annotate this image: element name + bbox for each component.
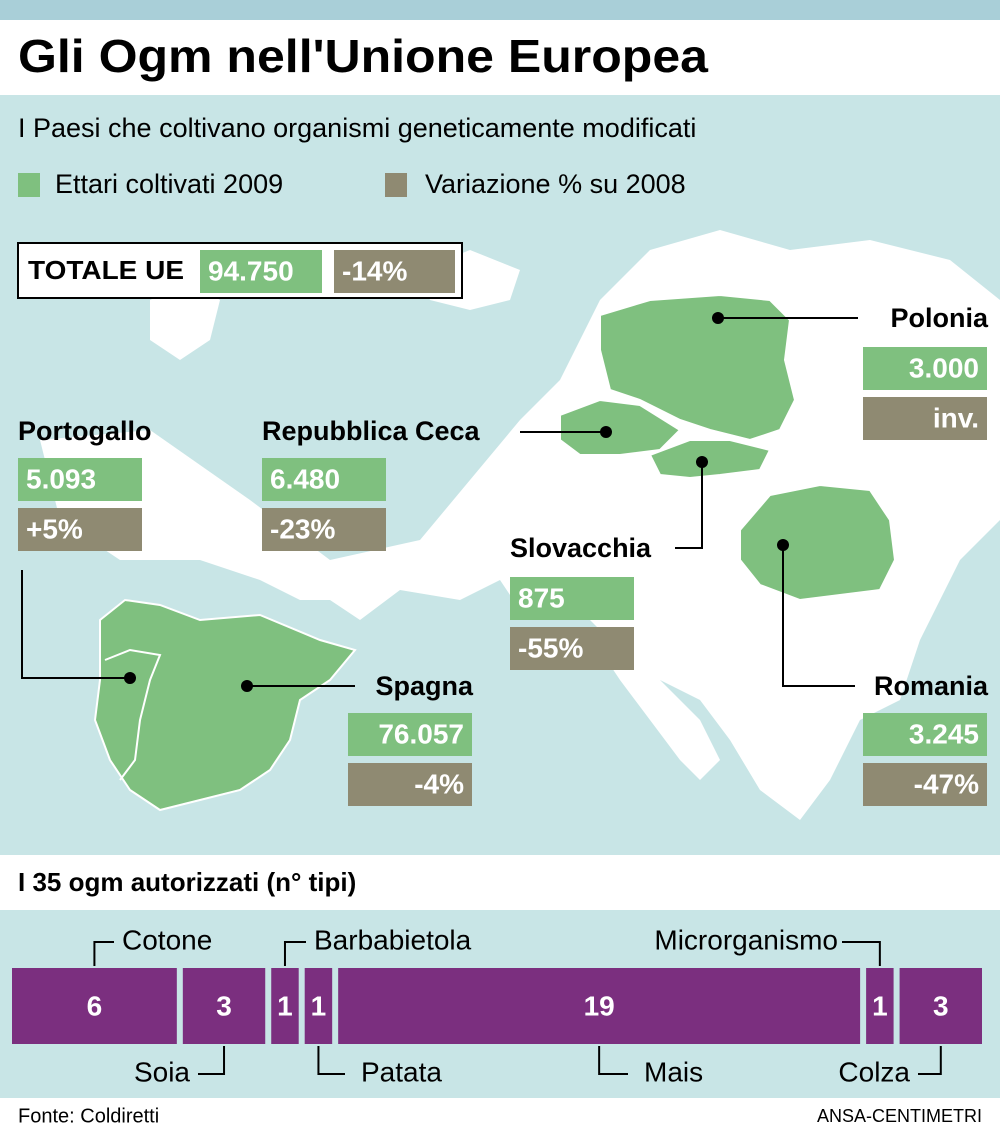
country-change-box: [863, 763, 987, 806]
ogm-segment: [866, 968, 894, 1044]
country-name: Portogallo: [18, 416, 152, 446]
total-change: -14%: [342, 255, 407, 286]
country-hectares: 875: [518, 582, 565, 613]
ogm-count: 6: [87, 990, 103, 1021]
legend-swatch: [18, 173, 40, 197]
ogm-label: Microrganismo: [654, 924, 838, 955]
leader-lines: [21, 317, 858, 687]
ogm-label: Colza: [838, 1056, 910, 1087]
dots: [124, 312, 789, 692]
title: Gli Ogm nell'Unione Europea: [18, 30, 708, 82]
ogm-connector: [283, 941, 306, 966]
footer-band: [0, 1098, 1000, 1135]
ogm-segment: [304, 968, 333, 1044]
ogm-segment: [338, 968, 861, 1044]
country-change: -47%: [914, 768, 979, 799]
ogm-connector: [842, 941, 881, 966]
total-change-box: [334, 250, 455, 293]
country-hectares-box: [863, 347, 987, 390]
ogm-count: 1: [872, 990, 888, 1021]
ogm-segment: [12, 968, 177, 1044]
country-hectares: 3.245: [909, 718, 979, 749]
ogm-count: 1: [277, 990, 293, 1021]
title-band: [0, 20, 1000, 95]
country-hectares: 5.093: [26, 463, 96, 494]
country-change-box: [262, 508, 386, 551]
ogm-title-band: [0, 855, 1000, 910]
country-change-box: [348, 763, 472, 806]
ogm-label: Patata: [361, 1056, 442, 1087]
ogm-connector: [93, 941, 114, 966]
country-change: +5%: [26, 513, 83, 544]
ogm-connector: [918, 1046, 942, 1075]
country-name: Romania: [874, 671, 989, 701]
countries-map: [93, 293, 897, 812]
ogm-connector: [317, 1046, 345, 1075]
ogm-segment: [899, 968, 982, 1044]
subtitle: I Paesi che coltivano organismi genetica…: [18, 113, 696, 143]
country-hectares: 76.057: [378, 718, 464, 749]
country-change-box: [510, 627, 634, 670]
legend-label: Variazione % su 2008: [425, 169, 686, 199]
country-change-box: [18, 508, 142, 551]
country-change: -23%: [270, 513, 335, 544]
top-strip: [0, 0, 1000, 20]
country-name: Slovacchia: [510, 533, 652, 563]
ogm-connector: [598, 1046, 628, 1075]
country-hectares-box: [262, 458, 386, 501]
country-hectares: 6.480: [270, 463, 340, 494]
ogm-count: 19: [584, 990, 615, 1021]
country-name: Spagna: [375, 671, 474, 701]
country-hectares-box: [18, 458, 142, 501]
ogm-connector: [198, 1046, 226, 1075]
ogm-label: Soia: [134, 1056, 190, 1087]
total-hectares-box: [200, 250, 322, 293]
country-hectares: 3.000: [909, 352, 979, 383]
country-hectares-box: [863, 713, 987, 756]
country-change: inv.: [933, 402, 979, 433]
ogm-label: Cotone: [122, 924, 212, 955]
ogm-segment: [182, 968, 266, 1044]
ogm-label: Barbabietola: [314, 924, 472, 955]
ogm-count: 3: [216, 990, 232, 1021]
country-change: -4%: [414, 768, 464, 799]
ogm-segment: [271, 968, 299, 1044]
total-label: TOTALE UE: [28, 255, 184, 285]
country-change-box: [863, 397, 987, 440]
credit: ANSA-CENTIMETRI: [817, 1106, 982, 1126]
ogm-label: Mais: [644, 1056, 703, 1087]
country-name: Polonia: [890, 303, 988, 333]
source: Fonte: Coldiretti: [18, 1105, 159, 1127]
total-hectares: 94.750: [208, 255, 294, 286]
country-name: Repubblica Ceca: [262, 416, 481, 446]
ogm-count: 1: [311, 990, 327, 1021]
country-hectares-box: [348, 713, 472, 756]
country-change: -55%: [518, 632, 583, 663]
country-hectares-box: [510, 577, 634, 620]
ogm-count: 3: [933, 990, 949, 1021]
ogm-title: I 35 ogm autorizzati (n° tipi): [18, 867, 356, 897]
legend-swatch: [385, 173, 407, 197]
legend-label: Ettari coltivati 2009: [55, 169, 283, 199]
